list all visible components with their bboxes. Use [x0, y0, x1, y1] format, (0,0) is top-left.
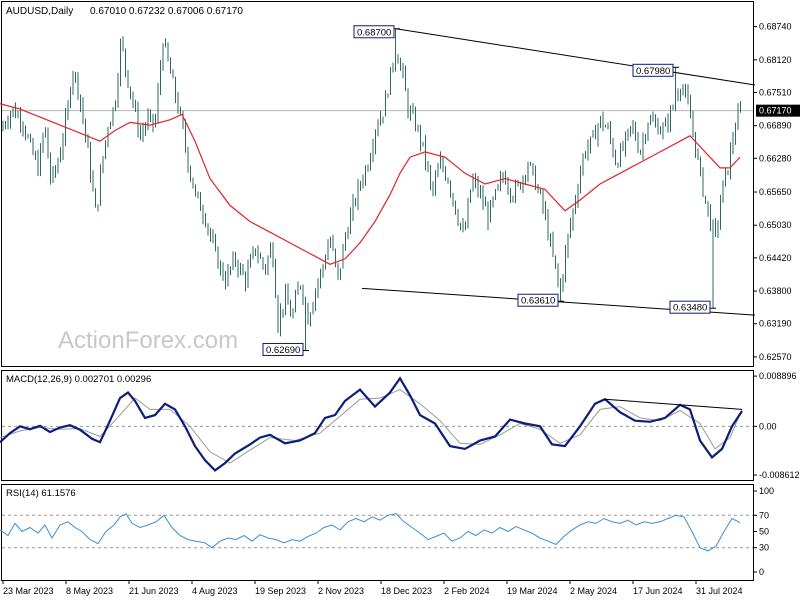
rsi-axis-label: 70: [759, 510, 769, 520]
current-price-tag-label: 0.67170: [759, 106, 792, 116]
price-annotation-box: [517, 293, 559, 307]
x-axis-label: 18 Dec 2023: [381, 586, 432, 596]
price-axis-label: 0.67510: [759, 87, 792, 97]
price-annotation-label: 0.63480: [673, 303, 707, 314]
price-axis-label: 0.63190: [759, 319, 792, 329]
price-axis-label: 0.65650: [759, 187, 792, 197]
macd-title: MACD(12,26,9) 0.002701 0.00296: [6, 374, 151, 385]
price-trendline: [395, 28, 756, 86]
watermark: ActionForex.com: [58, 327, 238, 354]
macd-axis-label: 0.00: [759, 421, 777, 431]
x-axis-label: 19 Mar 2024: [507, 586, 558, 596]
price-axis-label: 0.66890: [759, 121, 792, 131]
x-axis-label: 31 Jul 2024: [696, 586, 743, 596]
x-axis-label: 19 Sep 2023: [255, 586, 306, 596]
x-axis-label: 2 Feb 2024: [444, 586, 490, 596]
price-annotation-box: [669, 300, 711, 314]
price-annotation-label: 0.68700: [357, 27, 391, 38]
price-axis-label: 0.63800: [759, 286, 792, 296]
price-axis-label: 0.68740: [759, 22, 792, 32]
rsi-axis-label: 30: [759, 543, 769, 553]
x-axis: 23 Mar 2023 8 May 2023 21 Jun 2023 4 Aug 20…: [2, 580, 743, 596]
current-price-tag: 0.67170: [756, 104, 800, 117]
current-price-tag-box: [756, 104, 800, 117]
macd-axis: 0.008896 0.00 -0.008612: [753, 371, 800, 480]
x-axis-label: 23 Mar 2023: [3, 586, 54, 596]
price-annotation-label: 0.67980: [636, 66, 670, 77]
header-symbol: AUDUSD,Daily: [6, 6, 73, 17]
rsi-axis-label: 50: [759, 527, 769, 537]
price-axis-label: 0.65030: [759, 220, 792, 230]
macd-signal-line: [0, 389, 743, 464]
price-annotation-label: 0.63610: [521, 296, 555, 307]
macd-line: [0, 376, 743, 472]
rsi-panel-frame: [1, 484, 754, 581]
price-annotation-box: [262, 342, 304, 356]
macd-trendline: [604, 398, 743, 410]
rsi-level-lines: [2, 514, 753, 549]
rsi-axis: 100 70 50 30 0: [753, 486, 774, 577]
rsi-title: RSI(14) 61.1576: [6, 488, 76, 499]
price-axis-label: 0.62570: [759, 352, 792, 362]
price-axis-label: 0.64420: [759, 253, 792, 263]
rsi-line: [0, 513, 741, 552]
price-annotation-label: 0.62690: [266, 345, 300, 356]
header-ohlc: 0.67010 0.67232 0.67006 0.67170: [90, 6, 243, 17]
price-annotation-box: [632, 63, 674, 77]
price-panel-frame: [1, 1, 754, 367]
rsi-panel: RSI(14) 61.1576 100 70 50 30 0: [0, 484, 774, 581]
price-panel: AUDUSD,Daily 0.67010 0.67232 0.67006 0.6…: [0, 1, 800, 367]
x-axis-label: 2 May 2024: [570, 586, 617, 596]
price-axis-label: 0.66280: [759, 153, 792, 163]
x-axis-label: 4 Aug 2023: [192, 586, 238, 596]
price-annotation-box: [353, 25, 395, 39]
macd-axis-label: 0.008896: [759, 371, 797, 381]
price-candles: [2, 28, 741, 351]
rsi-axis-label: 0: [759, 567, 764, 577]
price-axis-label: 0.68120: [759, 55, 792, 65]
macd-panel: MACD(12,26,9) 0.002701 0.00296 0.0088960…: [0, 370, 800, 481]
moving-average-line: [0, 103, 741, 265]
macd-panel-frame: [1, 370, 754, 481]
x-axis-label: 17 Jun 2024: [633, 586, 683, 596]
x-axis-label: 21 Jun 2023: [129, 586, 179, 596]
x-axis-label: 2 Nov 2023: [318, 586, 364, 596]
macd-axis-label: -0.008612: [759, 470, 800, 480]
rsi-axis-label: 100: [759, 486, 774, 496]
x-axis-label: 8 May 2023: [66, 586, 113, 596]
price-annotations: 0.68700 0.67980 0.63610 0.63480 0.62690: [262, 25, 716, 356]
price-axis: 0.68740 0.68120 0.67510 0.66890 0.66280 0.656…: [753, 22, 792, 362]
